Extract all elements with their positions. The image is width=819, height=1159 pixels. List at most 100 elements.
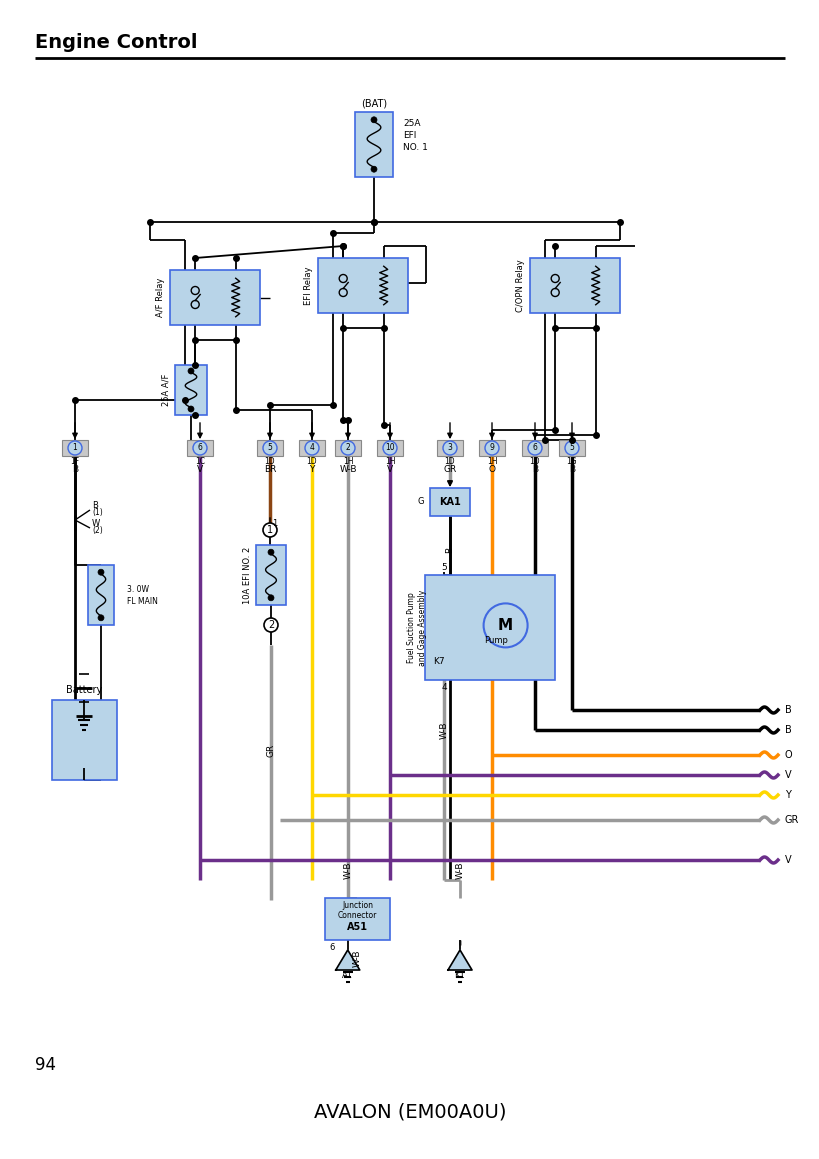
Text: 5: 5 <box>569 444 574 452</box>
Text: 1D: 1D <box>444 458 455 467</box>
Bar <box>437 440 463 455</box>
Text: (1): (1) <box>92 509 102 518</box>
Bar <box>174 365 206 415</box>
Circle shape <box>264 618 278 632</box>
Circle shape <box>550 289 559 297</box>
Polygon shape <box>447 950 472 970</box>
Text: 4: 4 <box>441 684 447 692</box>
Text: 25A A/F: 25A A/F <box>162 374 171 406</box>
Circle shape <box>188 369 194 374</box>
Text: B: B <box>784 726 791 735</box>
Text: A51: A51 <box>346 923 368 932</box>
Circle shape <box>305 442 319 455</box>
Text: W-B: W-B <box>343 861 352 879</box>
Circle shape <box>339 275 346 283</box>
Bar <box>424 575 554 680</box>
Circle shape <box>527 442 541 455</box>
Circle shape <box>192 442 206 455</box>
Text: 1H: 1H <box>342 458 353 467</box>
Circle shape <box>564 442 578 455</box>
Text: NO. 1: NO. 1 <box>402 144 428 153</box>
Text: A1: A1 <box>342 970 353 979</box>
Circle shape <box>268 549 274 555</box>
Text: W-B: W-B <box>440 721 449 738</box>
Text: Engine Control: Engine Control <box>35 32 197 51</box>
Text: W-B: W-B <box>352 949 361 967</box>
Text: V: V <box>784 770 790 780</box>
Circle shape <box>550 275 559 283</box>
Polygon shape <box>335 950 360 970</box>
Circle shape <box>68 442 82 455</box>
Text: W-B: W-B <box>455 861 464 879</box>
Bar <box>335 440 360 455</box>
Text: 6: 6 <box>328 943 334 953</box>
Bar <box>170 270 260 325</box>
Text: 10A EFI NO. 2: 10A EFI NO. 2 <box>242 546 251 604</box>
Text: 1D: 1D <box>529 458 540 467</box>
Bar <box>355 112 392 177</box>
Text: K1: K1 <box>454 970 465 979</box>
Text: GR: GR <box>443 466 456 474</box>
Text: W-B: W-B <box>339 466 356 474</box>
Bar <box>62 440 88 455</box>
Bar <box>478 440 505 455</box>
Text: B: B <box>568 466 574 474</box>
Text: AVALON (EM00A0U): AVALON (EM00A0U) <box>314 1102 505 1122</box>
Bar <box>377 440 402 455</box>
Text: GR: GR <box>784 815 799 825</box>
Text: B: B <box>92 501 97 510</box>
Circle shape <box>370 166 377 173</box>
Text: 9: 9 <box>489 444 494 452</box>
Circle shape <box>442 442 456 455</box>
Circle shape <box>484 442 499 455</box>
Circle shape <box>191 300 199 308</box>
Text: 94: 94 <box>35 1056 56 1074</box>
Bar <box>429 488 469 516</box>
Circle shape <box>382 442 396 455</box>
Text: 25A: 25A <box>402 119 420 129</box>
Text: GR: GR <box>266 743 275 757</box>
Text: FL MAIN: FL MAIN <box>127 597 158 605</box>
Bar <box>299 440 324 455</box>
Text: 1F: 1F <box>70 458 79 467</box>
Text: Pump: Pump <box>484 635 508 644</box>
Text: Y: Y <box>784 790 790 800</box>
Circle shape <box>98 614 104 621</box>
Text: (2): (2) <box>92 526 102 535</box>
Text: 1: 1 <box>267 525 273 535</box>
Text: B: B <box>532 466 537 474</box>
Bar <box>52 700 117 780</box>
Bar <box>88 564 114 625</box>
Text: 3. 0W: 3. 0W <box>127 584 149 593</box>
Text: 5: 5 <box>267 444 272 452</box>
Text: 2: 2 <box>268 620 274 630</box>
Circle shape <box>370 117 377 123</box>
Text: 6: 6 <box>532 444 536 452</box>
Circle shape <box>268 595 274 600</box>
Text: 3: 3 <box>447 444 452 452</box>
Text: EFI: EFI <box>402 131 416 140</box>
Text: BR: BR <box>264 466 276 474</box>
Text: KA1: KA1 <box>439 497 460 506</box>
Text: 2: 2 <box>345 444 350 452</box>
Text: Y: Y <box>309 466 314 474</box>
Text: K7: K7 <box>432 657 444 665</box>
Circle shape <box>263 523 277 537</box>
Circle shape <box>188 406 194 411</box>
Text: B: B <box>72 466 78 474</box>
Bar <box>522 440 547 455</box>
Text: (BAT): (BAT) <box>360 99 387 109</box>
Text: Fuel Suction Pump
and Gage Assembly: Fuel Suction Pump and Gage Assembly <box>407 590 426 665</box>
Text: C/OPN Relay: C/OPN Relay <box>515 260 524 312</box>
Text: G: G <box>417 497 423 506</box>
Text: 1D: 1D <box>265 458 275 467</box>
Text: 1H: 1H <box>384 458 395 467</box>
Text: A/F Relay: A/F Relay <box>156 278 165 318</box>
Text: 1: 1 <box>272 518 277 527</box>
Text: B: B <box>784 705 791 715</box>
Text: 1: 1 <box>73 444 77 452</box>
Text: 1G: 1G <box>566 458 577 467</box>
Circle shape <box>339 289 346 297</box>
Circle shape <box>98 569 104 575</box>
Text: V: V <box>387 466 392 474</box>
